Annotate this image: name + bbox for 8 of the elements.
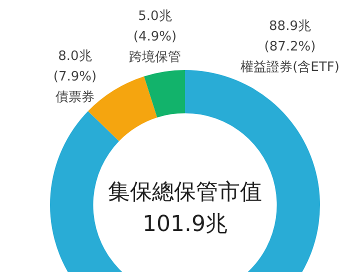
slice-label: 跨境保管	[129, 49, 181, 65]
data-label: 5.0兆 (4.9%)	[133, 9, 177, 44]
text: 集保總保管市值	[108, 180, 262, 205]
slice-label: 債票券	[56, 90, 94, 105]
data-label: 88.9兆 (87.2%)	[264, 19, 316, 54]
text: 101.9兆	[142, 212, 228, 237]
data-label: 8.0兆 (7.9%)	[53, 49, 97, 84]
slice-label: 權益證券(含ETF)	[240, 60, 340, 75]
